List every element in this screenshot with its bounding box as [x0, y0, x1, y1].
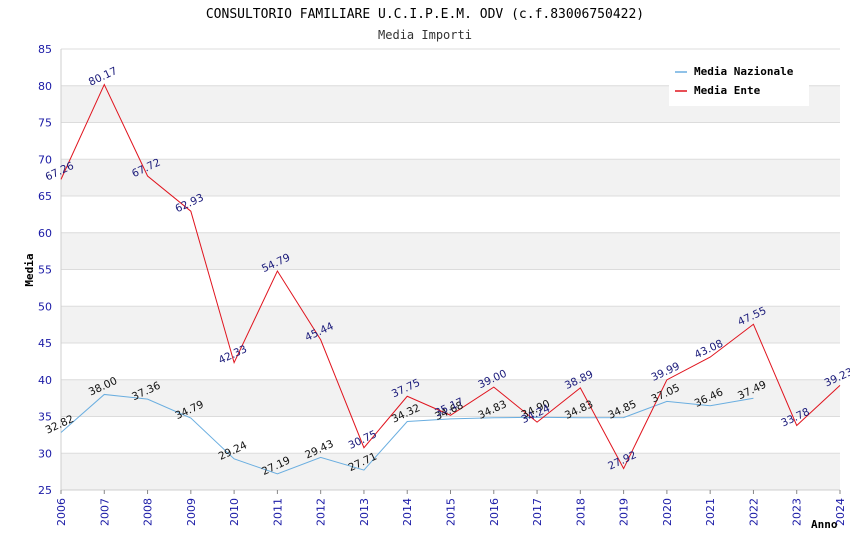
legend: Media Nazionale Media Ente [669, 60, 809, 106]
series-lines [60, 83, 841, 475]
x-tick-label: 2024 [834, 498, 847, 526]
grid-band [61, 453, 840, 490]
grid-band [61, 416, 840, 454]
x-tick-label: 2023 [791, 498, 804, 526]
y-tick-label: 35 [38, 411, 52, 424]
grid-band [61, 122, 840, 160]
x-tick-label: 2018 [574, 498, 587, 526]
y-tick-label: 30 [38, 447, 52, 460]
x-tick-label: 2009 [185, 498, 198, 526]
x-tick-label: 2015 [445, 498, 458, 526]
y-tick-label: 25 [38, 484, 52, 497]
x-tick-label: 2020 [661, 498, 674, 526]
chart-title: CONSULTORIO FAMILIARE U.C.I.P.E.M. ODV (… [206, 7, 644, 22]
x-tick-label: 2011 [271, 498, 284, 526]
y-axis-label: Media [23, 253, 36, 286]
y-tick-label: 70 [38, 153, 52, 166]
x-tick-label: 2013 [358, 498, 371, 526]
grid-bands [60, 48, 840, 491]
y-tick-label: 75 [38, 117, 52, 130]
y-tick-label: 80 [38, 80, 52, 93]
y-tick-label: 40 [38, 374, 52, 387]
y-axis-ticks: 25 30 35 40 45 50 55 60 65 70 75 80 85 [38, 43, 52, 497]
x-tick-label: 2019 [618, 498, 631, 526]
grid-band [61, 232, 840, 270]
legend-label-nazionale: Media Nazionale [694, 65, 794, 78]
x-axis-label: Anno [811, 518, 838, 531]
grid-band [61, 269, 840, 307]
x-tick-label: 2021 [704, 498, 717, 526]
y-tick-label: 45 [38, 337, 52, 350]
y-tick-label: 50 [38, 300, 52, 313]
y-tick-label: 65 [38, 190, 52, 203]
series-line-ente [60, 83, 841, 470]
x-tick-label: 2008 [142, 498, 155, 526]
legend-box [669, 60, 809, 106]
x-tick-label: 2007 [98, 498, 111, 526]
grid-band [61, 159, 840, 196]
chart-subtitle: Media Importi [378, 28, 472, 42]
y-tick-label: 85 [38, 43, 52, 56]
x-tick-label: 2006 [55, 498, 68, 526]
x-tick-label: 2012 [315, 498, 328, 526]
legend-label-ente: Media Ente [694, 84, 761, 97]
y-tick-label: 55 [38, 264, 52, 277]
grid-band [61, 306, 840, 343]
grid-band [61, 379, 840, 417]
grid-band [61, 196, 840, 233]
x-axis-ticks: 2006 2007 2008 2009 2010 2011 2012 2013 2014 2015… [55, 490, 847, 526]
grid-band [61, 343, 840, 380]
x-tick-label: 2016 [488, 498, 501, 526]
x-tick-label: 2010 [228, 498, 241, 526]
x-tick-label: 2014 [401, 498, 414, 526]
series-line-nazionale [60, 393, 754, 475]
y-tick-label: 60 [38, 227, 52, 240]
x-tick-label: 2017 [531, 498, 544, 526]
x-tick-label: 2022 [747, 498, 760, 526]
